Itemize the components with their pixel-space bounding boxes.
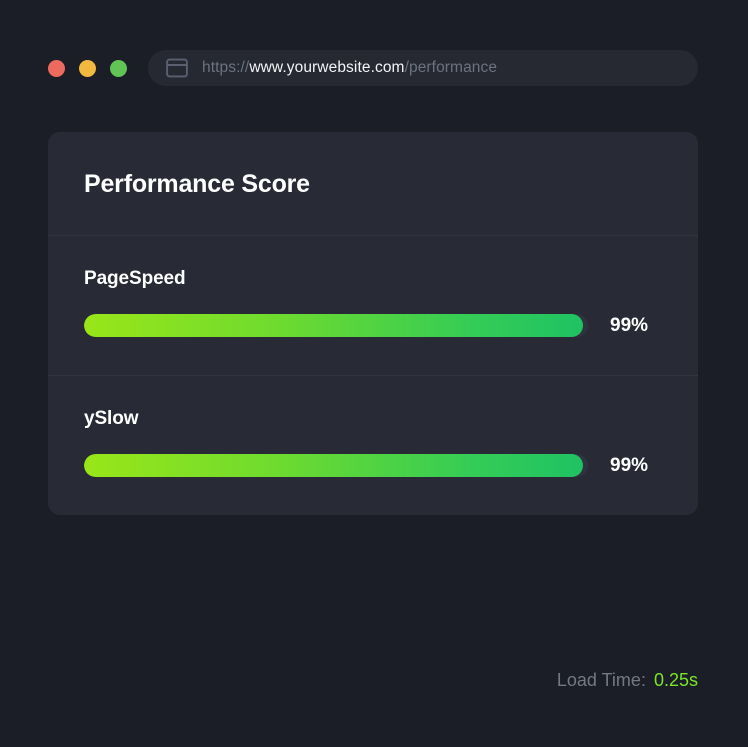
card-header: Performance Score [48, 132, 698, 236]
metric-label-yslow: ySlow [84, 408, 139, 429]
load-time-footer: Load Time: 0.25s [557, 670, 698, 691]
metric-label-pagespeed: PageSpeed [84, 268, 186, 289]
progress-track-yslow [84, 454, 588, 477]
browser-toolbar: https://www.yourwebsite.com/performance [48, 50, 698, 86]
load-time-value: 0.25s [653, 670, 698, 690]
url-host: www.yourwebsite.com [249, 59, 405, 76]
metric-value-yslow: 99% [610, 454, 649, 476]
window-controls [48, 59, 148, 77]
progress-fill-pagespeed [84, 314, 583, 337]
performance-score-card: Performance Score PageSpeed 99% ySlow 99… [48, 132, 698, 515]
maximize-window-button[interactable] [110, 59, 127, 77]
load-time-label: Load Time: [556, 670, 646, 690]
progress-track-pagespeed [84, 314, 588, 337]
browser-window-icon [166, 58, 188, 78]
close-window-button[interactable] [48, 59, 65, 77]
progress-fill-yslow [84, 454, 583, 477]
metric-bar-line-pagespeed: 99% [84, 314, 662, 337]
minimize-window-button[interactable] [79, 59, 96, 77]
metric-value-pagespeed: 99% [610, 314, 649, 336]
metric-row-yslow: ySlow 99% [48, 375, 698, 515]
metric-bar-line-yslow: 99% [84, 454, 662, 477]
metric-row-pagespeed: PageSpeed 99% [48, 236, 698, 375]
address-bar[interactable]: https://www.yourwebsite.com/performance [148, 50, 698, 86]
address-bar-url: https://www.yourwebsite.com/performance [202, 59, 497, 77]
url-scheme: https:// [202, 59, 250, 76]
page-title: Performance Score [84, 170, 310, 198]
url-path: /performance [404, 59, 498, 76]
